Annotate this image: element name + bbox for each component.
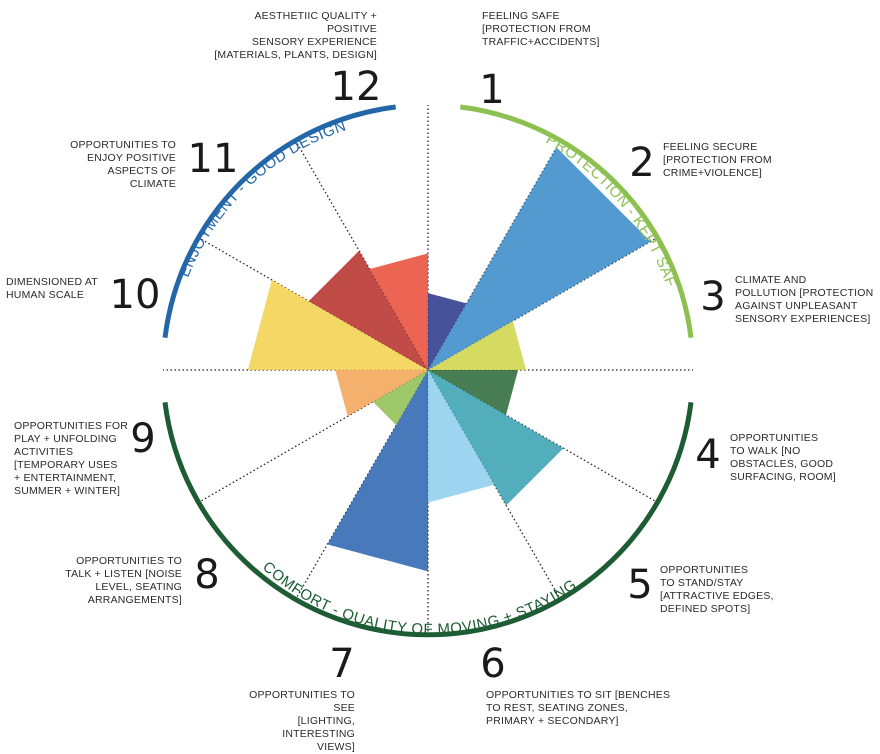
criterion-label-10: DIMENSIONED AT HUMAN SCALE <box>6 276 98 301</box>
criterion-number-3: 3 <box>700 274 725 320</box>
criterion-label-5: OPPORTUNITIES TO STAND/STAY [ATTRACTIVE … <box>660 564 774 615</box>
criteria-wheel: PROTECTION - KEPT SAFE COMFORT - QUALITY… <box>0 0 726 687</box>
petal-9 <box>335 370 428 417</box>
criterion-number-6: 6 <box>480 641 505 687</box>
petal-4 <box>428 370 519 415</box>
criterion-number-9: 9 <box>130 416 155 462</box>
criterion-numbers: 1 2 3 4 5 6 7 8 9 10 11 12 <box>110 64 726 687</box>
divider-line <box>294 140 429 371</box>
petal-6 <box>428 370 495 503</box>
group-arcs <box>162 104 694 638</box>
criterion-number-2: 2 <box>629 140 654 186</box>
criterion-label-4: OPPORTUNITIES TO WALK [NO OBSTACLES, GOO… <box>730 432 836 483</box>
divider-line <box>198 236 429 371</box>
divider-line <box>427 369 658 504</box>
criterion-number-5: 5 <box>627 562 652 608</box>
petal-5 <box>428 370 564 506</box>
petal-10 <box>247 279 428 370</box>
criterion-label-8: OPPORTUNITIES TO TALK + LISTEN [NOISE LE… <box>65 555 182 606</box>
criterion-label-9: OPPORTUNITIES FOR PLAY + UNFOLDING ACTIV… <box>14 420 129 497</box>
criterion-number-7: 7 <box>329 641 354 687</box>
criterion-label-3: CLIMATE AND POLLUTION [PROTECTION AGAINS… <box>735 274 874 325</box>
group-arc-protection <box>459 104 694 339</box>
group-label-comfort: COMFORT - QUALITY OF MOVING + STAYING <box>259 558 580 638</box>
criterion-label-6: OPPORTUNITIES TO SIT [BENCHES TO REST, S… <box>486 689 671 727</box>
criterion-number-10: 10 <box>110 272 161 318</box>
rose-petals <box>247 147 651 572</box>
criterion-number-11: 11 <box>188 136 239 182</box>
criterion-label-11: OPPORTUNITIES TO ENJOY POSITIVE ASPECTS … <box>70 139 176 190</box>
criterion-number-12: 12 <box>331 64 382 110</box>
petal-7 <box>327 370 428 572</box>
criterion-label-7: OPPORTUNITIES TO SEE [LIGHTING, INTEREST… <box>249 689 355 753</box>
petal-3 <box>428 321 526 370</box>
petal-1 <box>428 293 467 370</box>
criterion-number-1: 1 <box>479 67 504 113</box>
criterion-label-1: FEELING SAFE [PROTECTION FROM TRAFFIC+AC… <box>482 10 600 48</box>
group-arc-comfort <box>162 401 694 638</box>
petal-12 <box>369 253 428 370</box>
criterion-number-4: 4 <box>695 432 720 478</box>
petal-2 <box>428 147 651 370</box>
criterion-number-8: 8 <box>194 552 219 598</box>
criterion-label-2: FEELING SECURE [PROTECTION FROM CRIME+VI… <box>663 141 772 179</box>
petal-8 <box>372 370 428 426</box>
criterion-label-12: AESTHETIIC QUALITY + POSITIVE SENSORY EX… <box>214 10 377 61</box>
group-arc-enjoyment <box>162 104 397 339</box>
petal-11 <box>308 250 428 370</box>
